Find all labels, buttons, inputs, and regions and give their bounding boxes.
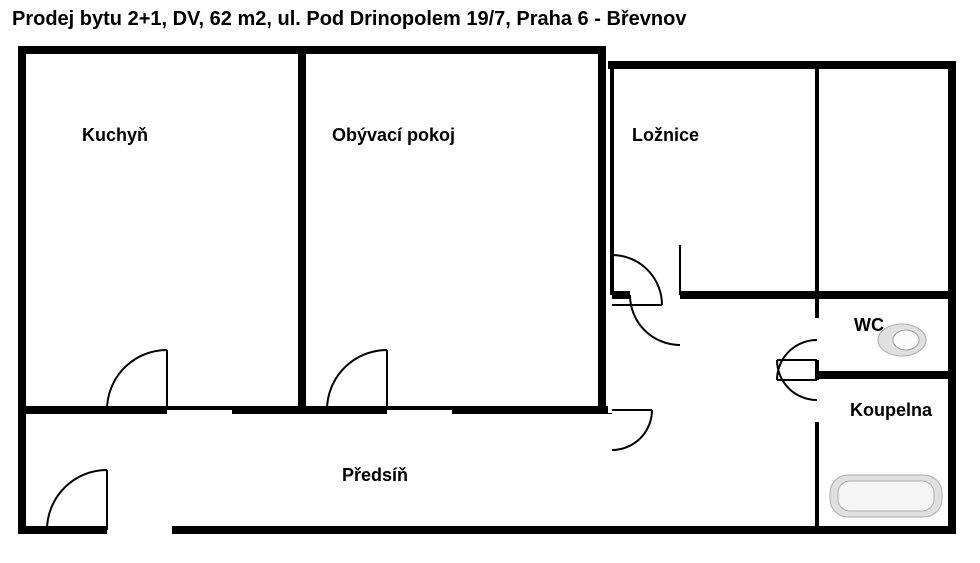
room-label-obyvak: Obývací pokoj: [332, 125, 455, 146]
room-label-wc: WC: [854, 315, 884, 336]
floorplan-svg: [12, 40, 962, 550]
room-label-loznice: Ložnice: [632, 125, 699, 146]
room-label-kuchyn: Kuchyň: [82, 125, 148, 146]
room-label-predsin: Předsíň: [342, 465, 408, 486]
room-label-koupelna: Koupelna: [850, 400, 932, 421]
page-title: Prodej bytu 2+1, DV, 62 m2, ul. Pod Drin…: [0, 0, 980, 39]
floorplan-diagram: Kuchyň Obývací pokoj Ložnice WC Koupelna Před…: [12, 40, 962, 550]
